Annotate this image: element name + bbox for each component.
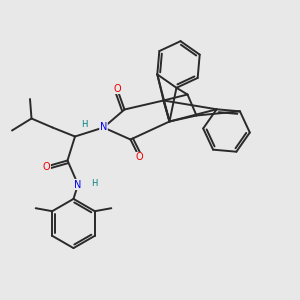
Text: H: H [81,120,87,129]
Text: O: O [136,152,143,163]
Text: H: H [91,178,98,188]
Text: H: H [91,178,98,188]
Text: H: H [81,120,87,129]
Text: O: O [43,161,50,172]
Text: O: O [113,83,121,94]
Text: N: N [74,179,82,190]
Text: N: N [100,122,107,133]
